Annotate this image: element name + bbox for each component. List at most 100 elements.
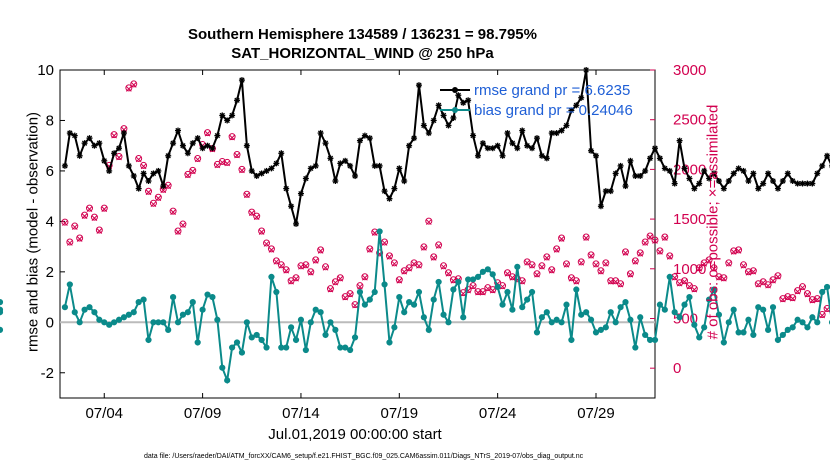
marker-stroke bbox=[273, 160, 280, 167]
obs-assimilated-marker bbox=[804, 291, 811, 298]
marker-stroke bbox=[219, 112, 225, 119]
bias-point bbox=[789, 324, 796, 331]
marker-stroke bbox=[396, 165, 402, 172]
obs-assimilated-marker bbox=[784, 294, 791, 301]
bias-point bbox=[224, 377, 231, 384]
rmse-point bbox=[317, 130, 324, 137]
obs-assimilated-stroke bbox=[824, 306, 830, 313]
obs-assimilated-stroke bbox=[135, 156, 142, 163]
rmse-point bbox=[642, 167, 649, 174]
obs-assimilated-marker bbox=[189, 168, 196, 175]
marker-stroke bbox=[96, 140, 102, 146]
marker-stroke bbox=[765, 170, 771, 177]
marker-stroke bbox=[254, 173, 260, 179]
marker-stroke bbox=[627, 158, 634, 164]
obs-assimilated-stroke bbox=[150, 201, 157, 208]
obs-assimilated-stroke bbox=[165, 183, 172, 190]
marker-stroke bbox=[199, 145, 206, 151]
marker-stroke bbox=[514, 145, 520, 151]
obs-assimilated-stroke bbox=[617, 281, 624, 288]
obs-possible-marker bbox=[764, 281, 772, 289]
obs-possible-marker bbox=[405, 264, 413, 272]
bias-point bbox=[288, 324, 295, 331]
marker-stroke bbox=[544, 155, 550, 161]
obs-assimilated-marker bbox=[391, 260, 398, 267]
rmse-point bbox=[529, 145, 536, 152]
rmse-point bbox=[533, 135, 540, 142]
obs-assimilated-marker bbox=[135, 156, 142, 163]
obs-assimilated-marker bbox=[194, 156, 201, 163]
y2-tick-label: 2500 bbox=[673, 112, 706, 129]
obs-assimilated-marker bbox=[775, 273, 781, 280]
obs-possible-marker bbox=[135, 154, 143, 162]
rmse-point bbox=[455, 92, 462, 99]
obs-assimilated-stroke bbox=[450, 277, 457, 284]
legend-rmse-label: rmse grand pr = 6.6235 bbox=[474, 82, 630, 99]
obs-assimilated-stroke bbox=[460, 290, 467, 297]
obs-assimilated-marker bbox=[691, 286, 698, 293]
obs-assimilated-stroke bbox=[194, 156, 201, 163]
obs-assimilated-stroke bbox=[111, 132, 117, 139]
bias-point bbox=[651, 336, 659, 344]
marker-stroke bbox=[529, 145, 535, 151]
obs-assimilated-marker bbox=[435, 243, 442, 249]
marker-stroke bbox=[603, 188, 609, 194]
bias-point bbox=[415, 288, 423, 296]
bias-point bbox=[740, 329, 747, 336]
bias-point bbox=[406, 299, 413, 306]
rmse-point bbox=[760, 180, 767, 187]
obs-possible-marker bbox=[76, 234, 84, 242]
legend-bias-marker bbox=[452, 107, 458, 113]
obs-possible-marker bbox=[425, 217, 433, 225]
marker-stroke bbox=[799, 180, 806, 187]
obs-possible-marker bbox=[617, 280, 625, 288]
bias-point bbox=[528, 288, 536, 296]
marker-stroke bbox=[165, 153, 171, 159]
marker-stroke bbox=[357, 137, 363, 144]
obs-assimilated-stroke bbox=[130, 82, 137, 88]
obs-assimilated-stroke bbox=[381, 240, 388, 246]
obs-possible-marker bbox=[710, 264, 718, 272]
marker-stroke bbox=[445, 122, 452, 129]
obs-assimilated-stroke bbox=[755, 281, 762, 288]
rmse-point bbox=[553, 130, 560, 137]
x-tick-label: 07/29 bbox=[577, 405, 615, 422]
y-axis-label: rmse and bias (model - observation) bbox=[24, 111, 42, 353]
obs-possible-marker bbox=[479, 288, 487, 296]
bias-point bbox=[371, 288, 378, 296]
obs-assimilated-marker bbox=[244, 192, 250, 199]
obs-assimilated-marker bbox=[578, 259, 585, 266]
obs-assimilated-marker bbox=[765, 282, 771, 289]
obs-assimilated-stroke bbox=[219, 159, 226, 166]
obs-assimilated-marker bbox=[711, 265, 717, 272]
x-tick-label: 07/14 bbox=[282, 405, 320, 422]
marker-stroke bbox=[652, 145, 658, 151]
marker-stroke bbox=[101, 158, 107, 164]
obs-assimilated-marker bbox=[666, 254, 673, 260]
bias-point bbox=[671, 309, 678, 316]
obs-assimilated-marker bbox=[598, 268, 604, 275]
marker-stroke bbox=[322, 140, 329, 146]
marker-stroke bbox=[676, 137, 683, 144]
obs-assimilated-marker bbox=[627, 271, 634, 278]
obs-assimilated-marker bbox=[116, 154, 122, 161]
bias-point bbox=[366, 296, 373, 303]
obs-possible-marker bbox=[641, 238, 649, 246]
marker-stroke bbox=[288, 203, 294, 209]
rmse-point bbox=[155, 167, 162, 174]
obs-assimilated-stroke bbox=[352, 302, 358, 309]
rmse-point bbox=[120, 130, 127, 137]
marker-stroke bbox=[740, 168, 747, 174]
obs-assimilated-stroke bbox=[283, 267, 290, 274]
obs-possible-marker bbox=[322, 263, 330, 271]
rmse-point bbox=[258, 170, 265, 177]
obs-assimilated-stroke bbox=[81, 213, 88, 219]
rmse-point bbox=[607, 188, 614, 195]
rmse-point bbox=[583, 67, 590, 73]
obs-possible-marker bbox=[110, 131, 118, 139]
rmse-point bbox=[450, 114, 457, 121]
obs-assimilated-stroke bbox=[509, 274, 516, 281]
bias-point bbox=[750, 331, 757, 339]
bias-point bbox=[381, 281, 388, 288]
marker-stroke bbox=[440, 112, 447, 119]
